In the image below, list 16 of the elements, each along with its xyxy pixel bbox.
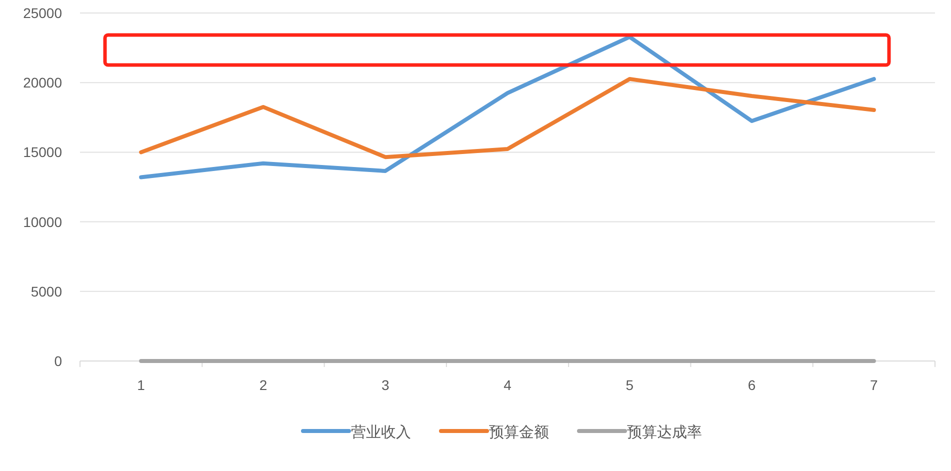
legend-label: 预算金额: [489, 424, 549, 441]
x-tick-label: 4: [504, 377, 512, 393]
y-tick-label: 10000: [23, 214, 62, 230]
x-tick-label: 1: [137, 377, 146, 393]
legend-label: 预算达成率: [627, 424, 702, 441]
x-tick-label: 7: [870, 377, 878, 393]
x-tick-label: 2: [259, 377, 268, 393]
legend-label: 营业收入: [351, 424, 411, 441]
x-tick-label: 3: [381, 377, 390, 393]
x-tick-label: 5: [626, 377, 634, 393]
x-tick-label: 6: [748, 377, 756, 393]
y-tick-label: 0: [54, 353, 62, 369]
y-tick-label: 5000: [30, 283, 62, 300]
y-tick-label: 20000: [23, 74, 62, 91]
y-tick-label: 15000: [23, 144, 62, 160]
y-tick-label: 25000: [23, 5, 62, 21]
